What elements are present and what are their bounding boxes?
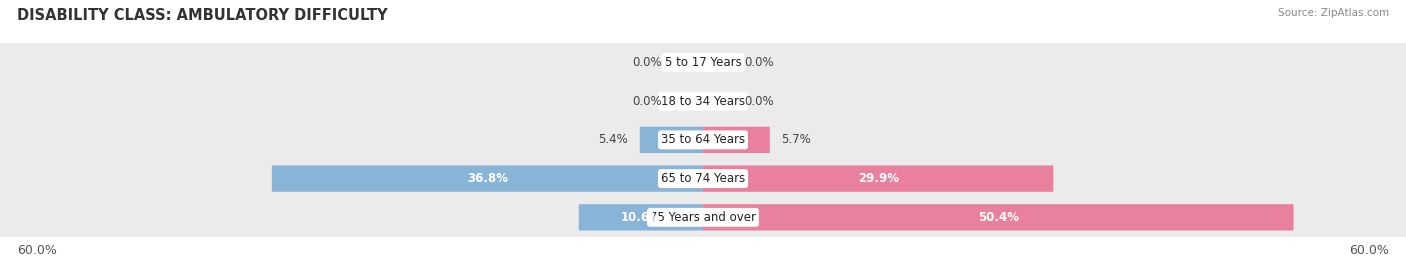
Text: Source: ZipAtlas.com: Source: ZipAtlas.com	[1278, 8, 1389, 18]
Text: 60.0%: 60.0%	[17, 244, 56, 257]
FancyBboxPatch shape	[703, 127, 770, 153]
FancyBboxPatch shape	[0, 24, 1406, 100]
Text: 18 to 34 Years: 18 to 34 Years	[661, 95, 745, 108]
Text: 50.4%: 50.4%	[977, 211, 1019, 224]
Text: 0.0%: 0.0%	[633, 56, 662, 69]
FancyBboxPatch shape	[0, 141, 1406, 217]
FancyBboxPatch shape	[0, 179, 1406, 255]
Text: 36.8%: 36.8%	[467, 172, 508, 185]
Text: 75 Years and over: 75 Years and over	[650, 211, 756, 224]
Text: 65 to 74 Years: 65 to 74 Years	[661, 172, 745, 185]
Text: 5.7%: 5.7%	[782, 133, 811, 146]
Text: 5.4%: 5.4%	[599, 133, 628, 146]
FancyBboxPatch shape	[640, 127, 703, 153]
FancyBboxPatch shape	[0, 63, 1406, 139]
Text: 35 to 64 Years: 35 to 64 Years	[661, 133, 745, 146]
Text: 0.0%: 0.0%	[744, 56, 773, 69]
Text: 60.0%: 60.0%	[1350, 244, 1389, 257]
FancyBboxPatch shape	[703, 204, 1294, 231]
Text: 10.6%: 10.6%	[620, 211, 661, 224]
FancyBboxPatch shape	[579, 204, 703, 231]
Text: 0.0%: 0.0%	[633, 95, 662, 108]
FancyBboxPatch shape	[703, 165, 1053, 192]
Text: DISABILITY CLASS: AMBULATORY DIFFICULTY: DISABILITY CLASS: AMBULATORY DIFFICULTY	[17, 8, 388, 23]
Text: 5 to 17 Years: 5 to 17 Years	[665, 56, 741, 69]
FancyBboxPatch shape	[271, 165, 703, 192]
Text: 29.9%: 29.9%	[858, 172, 898, 185]
Text: 0.0%: 0.0%	[744, 95, 773, 108]
FancyBboxPatch shape	[0, 102, 1406, 178]
